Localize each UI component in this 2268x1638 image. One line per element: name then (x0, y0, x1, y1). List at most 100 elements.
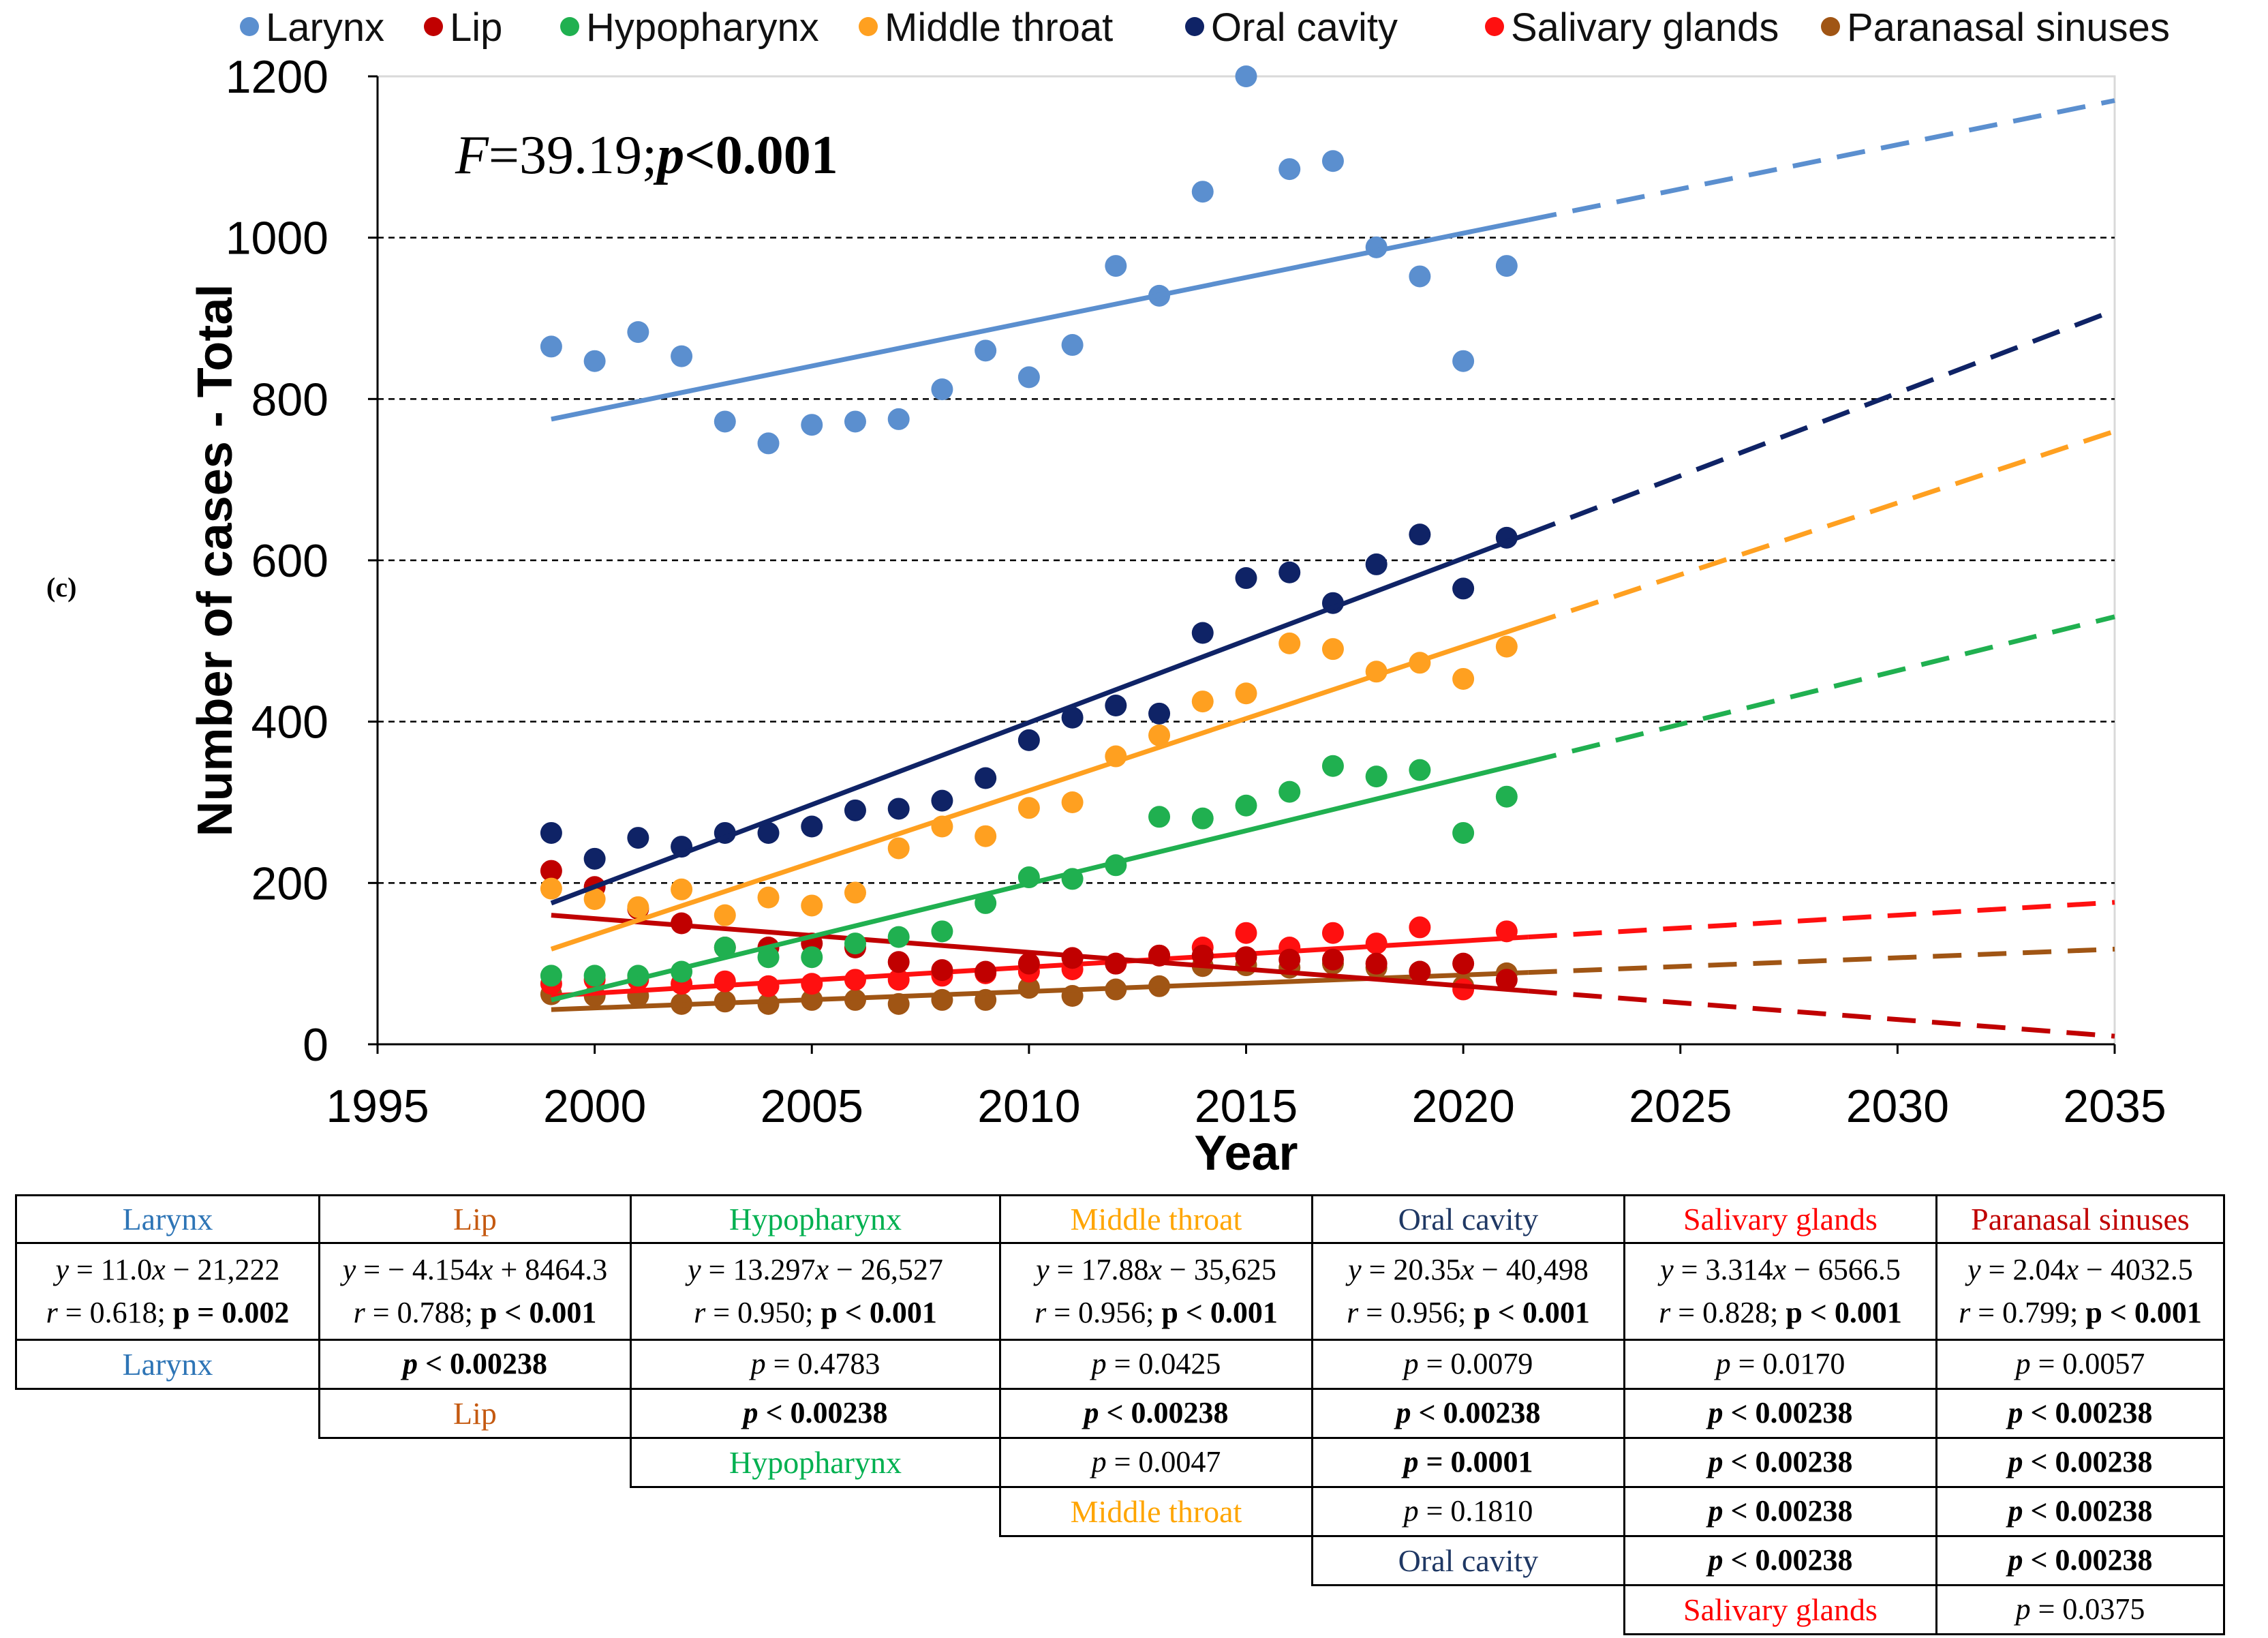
eq-coef: = 13.297 (701, 1253, 816, 1287)
x-tick-label: 2020 (1411, 1080, 1514, 1132)
x-tick-label: 2035 (2063, 1080, 2166, 1132)
data-point-hypopharynx (757, 946, 780, 969)
data-point-oral-cavity (1235, 567, 1257, 590)
data-point-lip (1105, 952, 1127, 975)
pairwise-cell: p < 0.00238 (1311, 1388, 1625, 1439)
data-point-lip (931, 959, 953, 982)
data-point-hypopharynx (1321, 755, 1344, 777)
series-hypopharynx (540, 614, 2115, 1003)
x-tick-label: 1995 (326, 1080, 429, 1132)
r-label: r (46, 1295, 58, 1329)
equation-cell: y = 11.0x − 21,222 r = 0.618; p = 0.002 (15, 1242, 320, 1341)
eq-coef: = 11.0 (68, 1253, 153, 1287)
eq-const: − 40,498 (1474, 1253, 1589, 1287)
p-symbol: p (1708, 1445, 1723, 1479)
pairwise-cell: p = 0.0425 (999, 1339, 1313, 1390)
p-value: p < 0.001 (821, 1295, 937, 1329)
p-symbol: p (402, 1347, 418, 1381)
p-line: p < 0.00238 (743, 1392, 887, 1434)
p-line: p < 0.00238 (2008, 1441, 2152, 1483)
table-header: Middle throat (999, 1194, 1313, 1244)
p-line: p < 0.00238 (1708, 1539, 1852, 1581)
panel-label: (c) (46, 572, 77, 603)
data-point-oral-cavity (1105, 695, 1127, 716)
p-value: < 0.00238 (1723, 1396, 1853, 1430)
eq-const: − 4032.5 (2079, 1253, 2193, 1287)
data-point-salivary-glands (801, 973, 823, 995)
trend-line-oral-cavity (550, 531, 1529, 906)
chart: 0 200 400 600 800 1000 1200 1995 2000 2005 2010 201… (188, 5, 2170, 1172)
data-point-lip (887, 951, 910, 973)
y-axis-title: Number of cases - Total (188, 284, 243, 837)
eq-coef: = 2.04 (1980, 1253, 2066, 1287)
p-line: p = 0.0001 (1403, 1441, 1533, 1483)
legend-label-salivary-glands: Salivary glands (1511, 5, 1779, 50)
table-header: Larynx (15, 1194, 320, 1244)
data-point-oral-cavity (801, 815, 823, 838)
data-point-larynx (714, 410, 736, 433)
r-line: r = 0.956; p < 0.001 (1035, 1292, 1278, 1334)
p-symbol: p (1084, 1396, 1099, 1430)
pairwise-cell: p < 0.00238 (1935, 1535, 2225, 1586)
data-point-larynx (1235, 65, 1257, 87)
y-tick-label: 1200 (226, 51, 328, 103)
table-header: Paranasal sinuses (1935, 1194, 2225, 1244)
p-symbol: p (743, 1396, 758, 1430)
data-point-middle-throat (1061, 791, 1084, 813)
equation-line: y = 11.0x − 21,222 (55, 1249, 279, 1291)
r-value: = 0.956; (1046, 1295, 1162, 1329)
data-point-hypopharynx (887, 926, 910, 948)
p-value: < 0.00238 (2023, 1494, 2153, 1528)
data-point-oral-cavity (844, 799, 866, 821)
p-value: < 0.00238 (758, 1396, 888, 1430)
data-point-larynx (1061, 334, 1084, 357)
data-point-salivary-glands (1365, 932, 1388, 955)
data-point-larynx (1278, 158, 1301, 181)
r-value: = 0.828; (1670, 1295, 1786, 1329)
r-value: = 0.788; (365, 1295, 480, 1329)
data-point-middle-throat (1191, 691, 1214, 713)
equation-line: y = 17.88x − 35,625 (1036, 1249, 1276, 1291)
equation-line: y = − 4.154x + 8464.3 (343, 1249, 608, 1291)
legend-marker-middle-throat (859, 17, 878, 36)
forecast-line-salivary-glands (1528, 900, 2115, 940)
series-lip (540, 860, 2115, 1039)
legend-label-larynx: Larynx (266, 5, 384, 50)
pairwise-row-label: Salivary glands (1623, 1584, 1937, 1635)
data-point-larynx (1105, 255, 1127, 277)
r-label: r (1959, 1295, 1971, 1329)
eq-y: y (342, 1253, 356, 1287)
pairwise-cell: p < 0.00238 (1623, 1437, 1937, 1488)
p-value: = 0.0001 (1418, 1445, 1533, 1479)
p-symbol: p (2008, 1396, 2023, 1430)
x-tick-label: 2000 (543, 1080, 646, 1132)
r-value: = 0.618; (57, 1295, 173, 1329)
forecast-line-hypopharynx (1527, 614, 2115, 765)
eq-x: x (1460, 1253, 1475, 1287)
p-symbol: p (750, 1347, 766, 1381)
data-point-middle-throat (671, 878, 693, 900)
y-tick-label: 800 (251, 374, 328, 425)
legend-marker-salivary-glands (1485, 17, 1504, 36)
trend-line-lip (551, 913, 1529, 994)
data-point-middle-throat (887, 837, 910, 860)
p-value: p < 0.001 (1786, 1295, 1902, 1329)
data-point-middle-throat (1321, 638, 1344, 661)
data-point-oral-cavity (583, 847, 606, 870)
pairwise-cell: p < 0.00238 (318, 1339, 632, 1390)
legend-label-hypopharynx: Hypopharynx (586, 5, 819, 50)
eq-coef: = 3.314 (1673, 1253, 1773, 1287)
data-point-salivary-glands (1452, 978, 1475, 1001)
p-value: < 0.00238 (2023, 1445, 2153, 1479)
eq-y: y (1967, 1253, 1981, 1287)
data-point-larynx (671, 345, 693, 367)
series-middle-throat (540, 429, 2116, 952)
data-point-lip (1235, 946, 1257, 969)
eq-const: − 21,222 (165, 1253, 280, 1287)
eq-y: y (688, 1253, 701, 1287)
p-symbol: p (2008, 1543, 2023, 1577)
data-point-hypopharynx (931, 920, 953, 943)
p-value: < 0.00238 (1723, 1445, 1853, 1479)
data-point-larynx (1495, 255, 1518, 277)
table-header: Oral cavity (1311, 1194, 1625, 1244)
